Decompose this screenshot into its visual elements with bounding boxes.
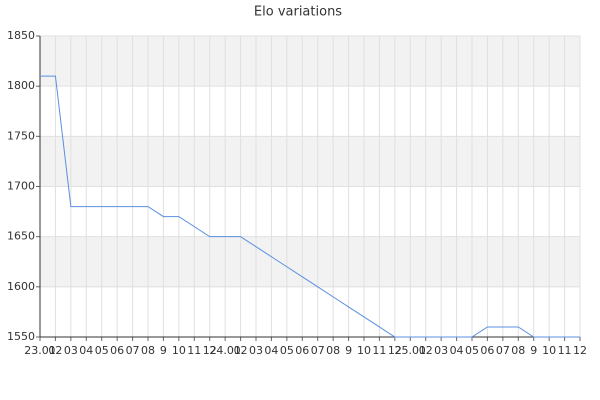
x-tick-label: 24.01 [209, 344, 241, 357]
x-tick-label: 11 [558, 344, 572, 357]
line [40, 75, 580, 338]
x-tick-label: 04 [79, 344, 93, 357]
x-tick-label: 11 [372, 344, 386, 357]
y-tick-label: 1650 [7, 230, 35, 243]
x-tick-label: 08 [511, 344, 525, 357]
y-tick-label: 1750 [7, 129, 35, 142]
grid-band [40, 236, 580, 287]
x-tick-label: 10 [357, 344, 371, 357]
x-tick-label: 9 [160, 344, 167, 357]
x-tick-label: 9 [530, 344, 537, 357]
x-tick-label: 08 [326, 344, 340, 357]
x-tick-label: 04 [264, 344, 278, 357]
x-tick-label: 02 [234, 344, 248, 357]
x-tick-label: 08 [141, 344, 155, 357]
x-tick-label: 03 [434, 344, 448, 357]
x-tick-label: 06 [110, 344, 124, 357]
x-tick-label: 02 [419, 344, 433, 357]
x-tick-label: 06 [295, 344, 309, 357]
x-tick-label: 07 [496, 344, 510, 357]
x-tick-label: 12 [388, 344, 402, 357]
grid-band [40, 36, 580, 87]
y-tick-label: 1800 [7, 79, 35, 92]
x-tick-label: 07 [126, 344, 140, 357]
x-tick-label: 9 [345, 344, 352, 357]
x-tick-label: 05 [280, 344, 294, 357]
x-tick-label: 11 [187, 344, 201, 357]
x-tick-label: 06 [480, 344, 494, 357]
grid-band [40, 136, 580, 187]
y-tick-label: 1700 [7, 180, 35, 193]
x-tick-label: 12 [573, 344, 587, 357]
x-tick-label: 04 [450, 344, 464, 357]
x-tick-label: 03 [64, 344, 78, 357]
y-tick-label: 1850 [7, 29, 35, 42]
x-tick-label: 05 [465, 344, 479, 357]
x-tick-label: 07 [311, 344, 325, 357]
y-tick-label: 1550 [7, 330, 35, 343]
x-tick-label: 10 [542, 344, 556, 357]
x-tick-label: 05 [95, 344, 109, 357]
x-tick-label: 12 [203, 344, 217, 357]
x-tick-label: 25.01 [395, 344, 427, 357]
chart-title: Elo variations [254, 5, 342, 20]
x-tick-label: 02 [48, 344, 62, 357]
x-tick-label: 03 [249, 344, 263, 357]
x-tick-label: 10 [172, 344, 186, 357]
x-tick-label: 23.01 [24, 344, 56, 357]
y-tick-label: 1600 [7, 280, 35, 293]
